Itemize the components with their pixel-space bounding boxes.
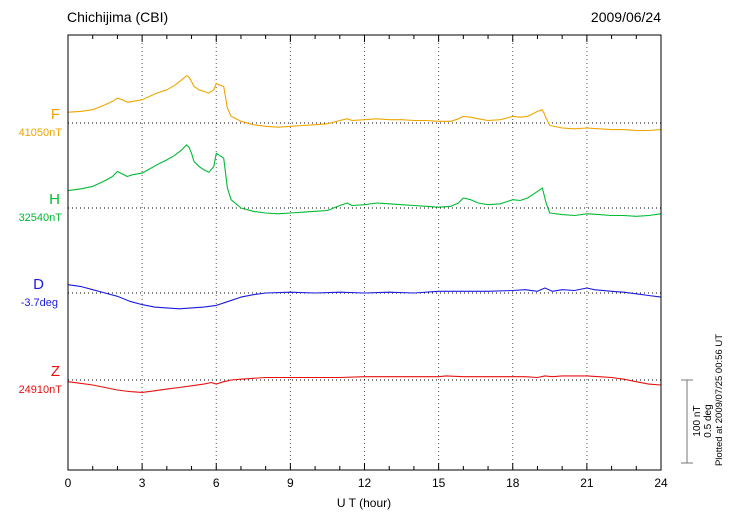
trace-label-F: F — [51, 106, 60, 123]
axis-ticks-layer — [67, 35, 662, 470]
x-axis-label: U T (hour) — [337, 496, 391, 510]
scale-bar-nt-label: 100 nT — [692, 405, 703, 436]
trace-F — [67, 75, 662, 132]
plot-frame — [67, 34, 662, 471]
x-tick-label: 0 — [65, 476, 72, 490]
x-tick-label: 9 — [287, 476, 294, 490]
tick-labels-layer: 0 3 6 9 12 15 18 21 24 — [65, 476, 668, 490]
trace-H — [67, 144, 662, 217]
plotted-at-note: Plotted at 2009/07/25 00:56 UT — [714, 334, 725, 466]
trace-label-H: H — [49, 191, 60, 208]
station-title: Chichijima (CBI) — [67, 9, 168, 25]
x-tick-label: 6 — [213, 476, 220, 490]
plot-date: 2009/06/24 — [591, 9, 661, 25]
trace-baseline-value-H: 32540nT — [19, 212, 63, 224]
trace-label-D: D — [33, 276, 44, 293]
gridlines-layer — [67, 35, 662, 470]
trace-D — [67, 284, 662, 310]
traces-layer — [67, 75, 662, 393]
x-tick-label: 18 — [506, 476, 520, 490]
trace-Z — [67, 375, 662, 393]
trace-label-Z: Z — [51, 363, 60, 380]
trace-baseline-value-D: -3.7deg — [21, 297, 58, 309]
trace-baseline-value-F: 41050nT — [19, 127, 63, 139]
x-tick-label: 15 — [432, 476, 446, 490]
x-tick-label: 3 — [139, 476, 146, 490]
x-tick-label: 12 — [358, 476, 372, 490]
scale-bar-deg-label: 0.5 deg — [703, 404, 714, 437]
trace-baseline-value-Z: 24910nT — [19, 384, 63, 396]
x-tick-label: 24 — [654, 476, 668, 490]
x-tick-label: 21 — [580, 476, 594, 490]
